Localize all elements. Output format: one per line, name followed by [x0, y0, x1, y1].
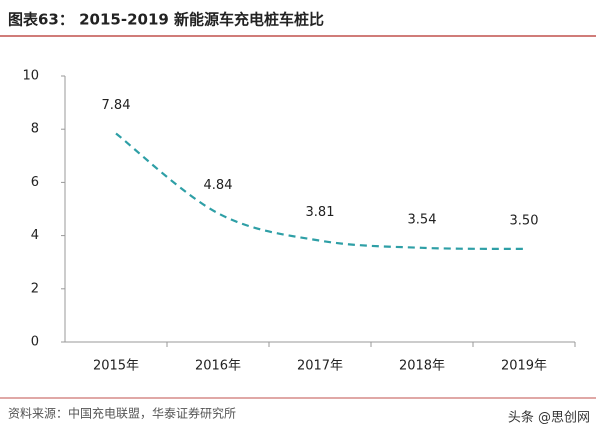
source-note: 资料来源：中国充电联盟，华泰证券研究所 — [8, 406, 236, 421]
data-line — [115, 132, 525, 250]
data-label: 3.81 — [306, 205, 335, 220]
watermark: 头条 @思创网 — [508, 410, 590, 426]
x-tick-label: 2016年 — [195, 359, 241, 374]
y-tick-label: 10 — [22, 69, 39, 84]
y-tick-label: 0 — [31, 335, 39, 350]
y-tick-label: 4 — [31, 228, 39, 243]
x-tick-label: 2015年 — [93, 359, 139, 374]
data-label: 3.50 — [510, 213, 539, 228]
y-tick-label: 6 — [31, 175, 39, 190]
chart-title: 图表63： 2015-2019 新能源车充电桩车桩比 — [8, 11, 324, 29]
x-tick-label: 2017年 — [297, 359, 343, 374]
y-tick-label: 8 — [31, 122, 39, 137]
y-tick-label: 2 — [31, 281, 39, 296]
data-label: 7.84 — [102, 98, 131, 113]
x-tick-label: 2018年 — [399, 359, 445, 374]
data-label: 3.54 — [408, 212, 437, 227]
data-label: 4.84 — [204, 178, 233, 193]
x-tick-label: 2019年 — [501, 359, 547, 374]
